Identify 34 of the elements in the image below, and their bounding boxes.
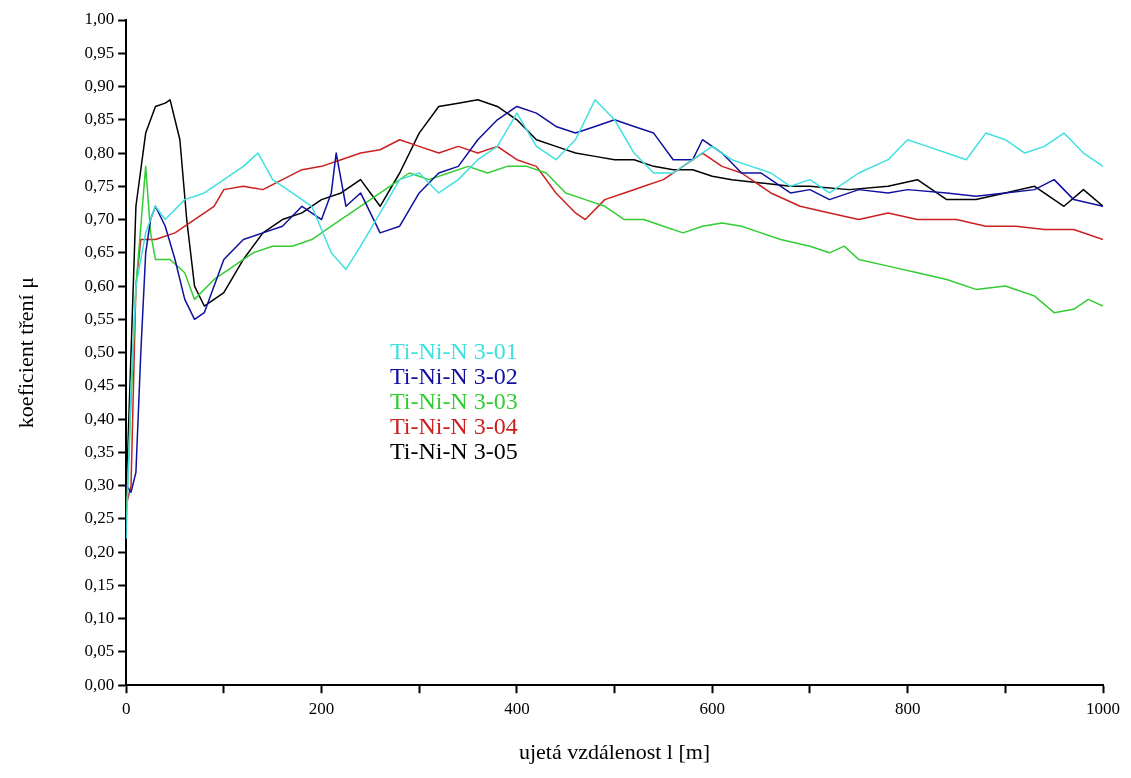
- text: Ti-Ni-N 3-02: [389, 362, 518, 389]
- y-tick-label: 0,90: [84, 75, 115, 95]
- x-axis-title: ujetá vzdálenost l [m]: [518, 738, 711, 764]
- y-tick-label: 0,30: [84, 475, 115, 495]
- y-tick-label: 0,70: [84, 209, 115, 229]
- y-tick-label: 0,50: [84, 342, 115, 362]
- x-tick-label: 200: [308, 698, 335, 718]
- x-tick-label: 400: [504, 698, 530, 718]
- text: Ti-Ni-N 3-03: [389, 387, 518, 414]
- x-tick-label: 800: [894, 698, 921, 718]
- text: Ti-Ni-N 3-04: [389, 412, 518, 439]
- text: Ti-Ni-N 3-01: [389, 337, 518, 364]
- x-tick-label: 1000: [1086, 698, 1120, 718]
- y-tick-label: 0,85: [84, 109, 115, 129]
- y-tick-label: 0,10: [84, 608, 115, 628]
- text: Ti-Ni-N 3-05: [389, 437, 518, 464]
- y-axis-title: koeficient tření μ: [12, 277, 38, 429]
- y-tick-label: 0,35: [84, 441, 115, 461]
- y-tick-label: 0,15: [84, 574, 115, 594]
- y-tick-label: 0,75: [84, 175, 115, 195]
- y-tick-label: 0,05: [84, 641, 115, 661]
- x-tick-label: 600: [699, 698, 726, 718]
- y-tick-label: 0,00: [84, 674, 115, 694]
- y-tick-label: 0,55: [84, 308, 115, 328]
- y-tick-label: 0,95: [84, 42, 115, 62]
- y-tick-label: 0,60: [84, 275, 115, 295]
- x-tick-label: 0: [121, 698, 131, 718]
- y-tick-label: 0,65: [84, 242, 115, 262]
- y-tick-label: 1,00: [84, 9, 115, 29]
- y-tick-label: 0,40: [84, 408, 115, 428]
- y-tick-label: 0,20: [84, 541, 115, 561]
- y-tick-label: 0,45: [84, 375, 115, 395]
- y-tick-label: 0,25: [84, 508, 115, 528]
- y-tick-label: 0,80: [84, 142, 115, 162]
